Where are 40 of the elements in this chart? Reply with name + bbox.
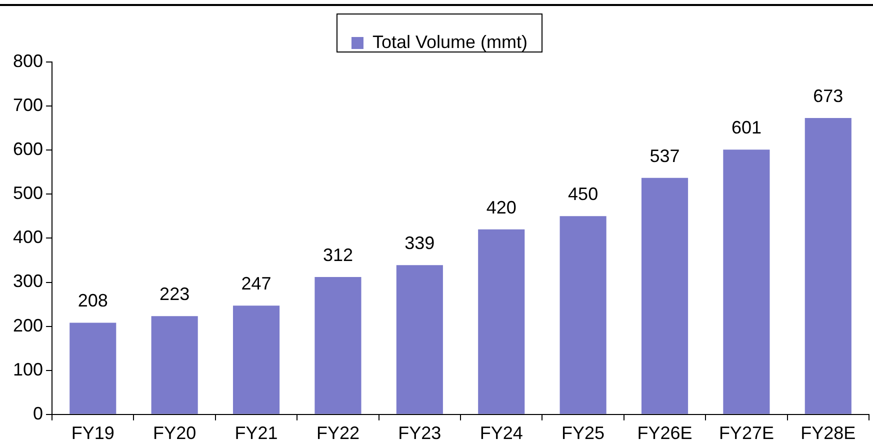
bar	[232, 306, 280, 414]
data-label: 601	[731, 118, 762, 138]
y-tick-label: 100	[12, 359, 44, 380]
data-label: 223	[160, 284, 190, 304]
data-label: 312	[322, 244, 353, 265]
x-tick-label: FY19	[71, 423, 114, 444]
data-label: 537	[650, 146, 680, 166]
x-tick-label: FY26E	[637, 423, 692, 444]
data-label: 450	[568, 184, 598, 204]
y-tick-label: 400	[12, 227, 44, 248]
data-label: 208	[78, 290, 108, 311]
x-tick-label: FY27E	[718, 423, 774, 444]
x-tick-label: FY22	[316, 423, 360, 444]
x-tick-label: FY24	[480, 423, 523, 444]
data-label: 420	[486, 197, 516, 218]
y-tick-label: 0	[33, 403, 44, 424]
y-tick-label: 700	[12, 95, 44, 116]
y-tick-label: 600	[12, 139, 44, 160]
data-label: 673	[813, 86, 844, 106]
x-tick-label: FY23	[398, 423, 442, 444]
bar	[314, 276, 362, 414]
x-tick-label: FY28E	[800, 423, 856, 444]
bar	[151, 316, 198, 414]
bar	[396, 265, 443, 414]
legend-label: Total Volume (mmt)	[372, 32, 528, 52]
y-tick-label: 500	[12, 183, 44, 204]
x-tick-label: FY20	[153, 423, 196, 444]
bar	[804, 118, 852, 414]
y-tick-label: 800	[12, 50, 44, 71]
y-tick-label: 300	[12, 271, 44, 292]
bar	[478, 229, 525, 414]
data-label: 339	[404, 233, 435, 254]
y-tick-label: 200	[12, 315, 44, 336]
data-label: 247	[241, 274, 272, 294]
x-tick-label: FY25	[562, 423, 605, 444]
x-tick-label: FY21	[234, 423, 278, 444]
bar	[70, 322, 116, 414]
bar	[641, 178, 688, 414]
bar	[723, 150, 770, 414]
bar	[560, 216, 606, 414]
